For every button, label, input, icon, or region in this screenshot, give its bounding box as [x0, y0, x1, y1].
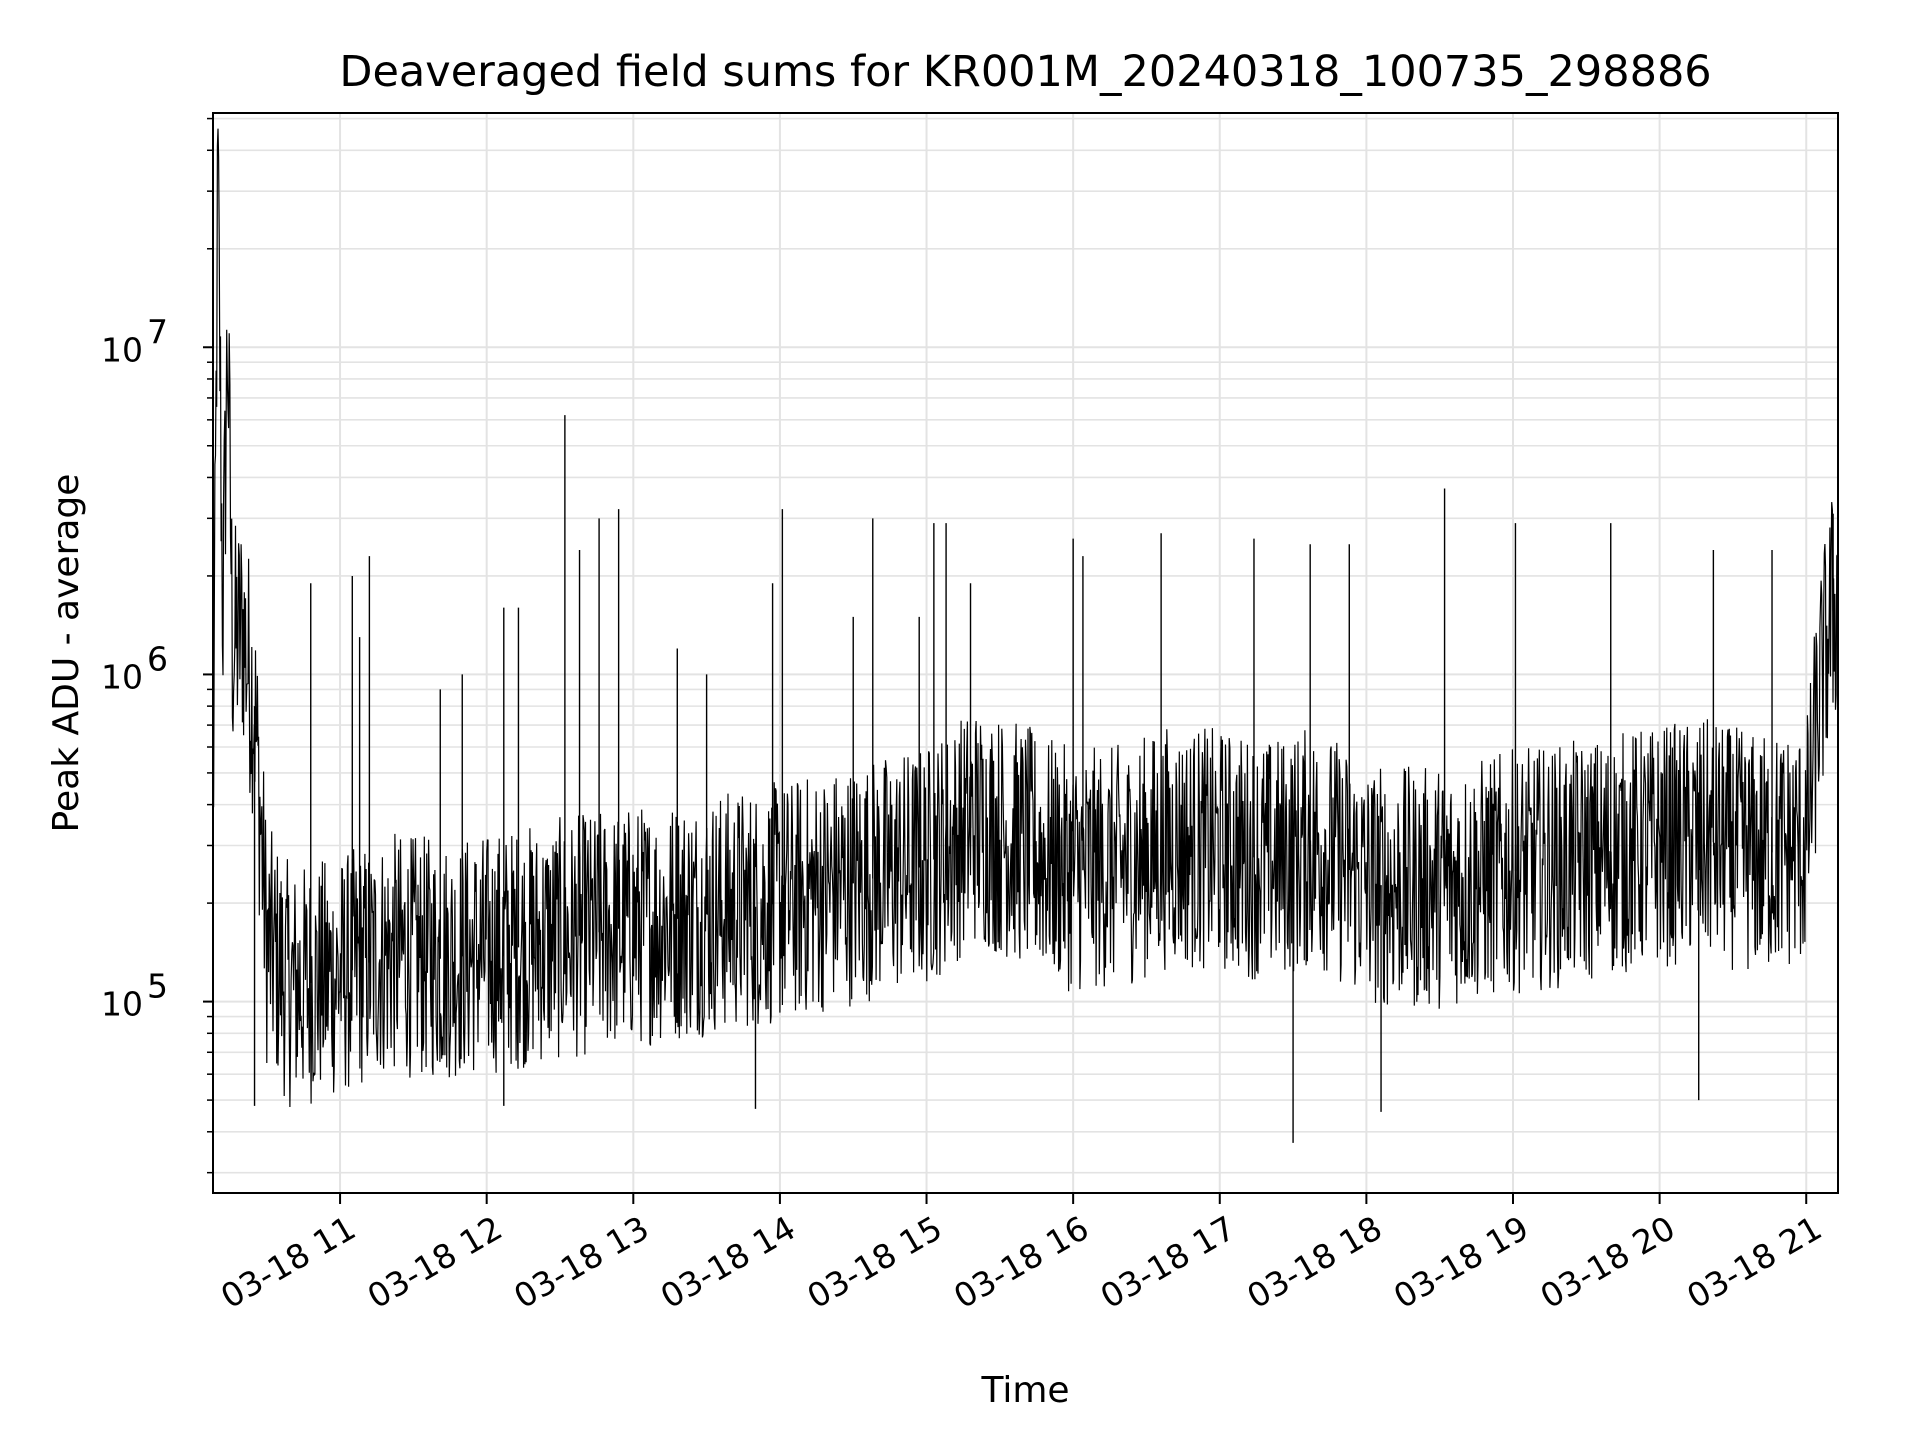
y-tick-label: 10: [101, 985, 143, 1024]
y-tick-label: 10: [101, 657, 143, 696]
y-tick-base: 10: [101, 330, 143, 369]
y-tick-label: 10: [101, 330, 143, 369]
series-line: [212, 128, 1839, 1108]
y-axis-label: Peak ADU - average: [46, 474, 87, 833]
plot-frame: [212, 112, 1839, 1194]
y-tick-exponent: 6: [147, 639, 168, 678]
y-tick-exponent: 7: [147, 312, 168, 351]
chart-title: Deaveraged field sums for KR001M_2024031…: [339, 47, 1711, 97]
y-tick-exponent: 5: [147, 967, 168, 1006]
y-tick-base: 10: [101, 657, 143, 696]
series-layer: [212, 128, 1839, 1143]
y-tick-base: 10: [101, 985, 143, 1024]
x-axis-label: Time: [980, 1370, 1069, 1411]
